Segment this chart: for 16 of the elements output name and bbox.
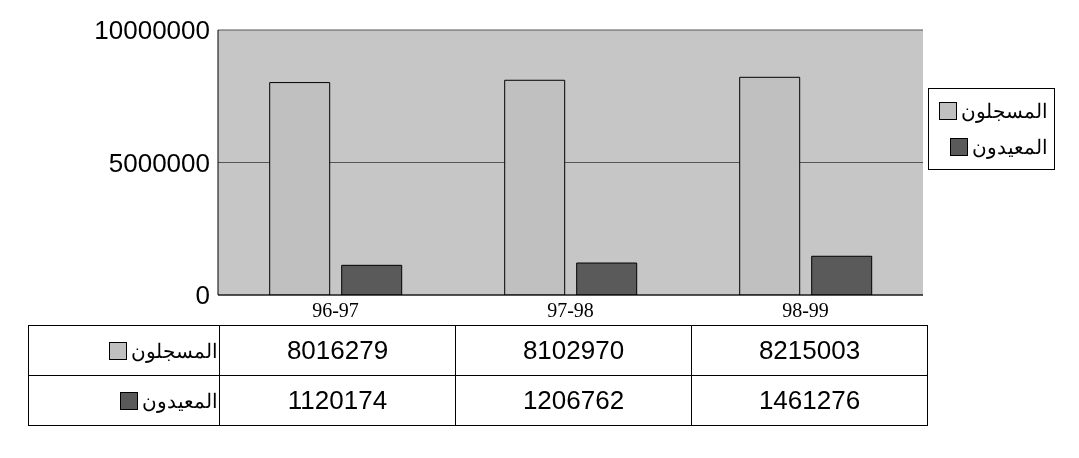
data-label: 8102970 [455, 325, 692, 376]
text: المعيدون [142, 389, 218, 412]
y-tick-label: 0 [195, 280, 210, 311]
data-label: 8016279 [219, 325, 456, 376]
x-tick-label: 98-99 [782, 299, 829, 322]
y-tick-label: 10000000 [94, 15, 210, 46]
legend-label: المعيدون [972, 135, 1048, 161]
data-label: 1120174 [219, 375, 456, 426]
legend-label: المسجلون [131, 338, 218, 363]
text: المسجلون [961, 100, 1048, 122]
x-tick-label: 96-97 [312, 299, 359, 322]
data-label: 1206762 [455, 375, 692, 426]
x-tick-label: 97-98 [547, 299, 594, 322]
y-tick-label: 5000000 [108, 147, 210, 178]
data-label: 8215003 [691, 325, 928, 376]
data-label: 1461276 [691, 375, 928, 426]
